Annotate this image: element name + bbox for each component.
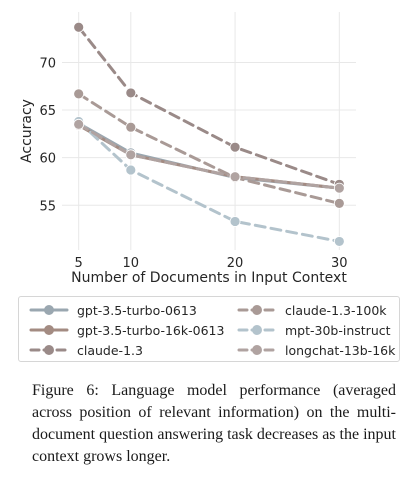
legend-swatch <box>29 305 69 315</box>
legend-swatch <box>237 305 277 315</box>
legend-label: longchat-13b-16k <box>285 342 396 358</box>
legend: gpt-3.5-turbo-0613 claude-1.3-100k gpt-3… <box>18 296 400 362</box>
x-tick-label: 30 <box>331 256 348 271</box>
legend-swatch-marker <box>252 305 262 315</box>
data-point <box>73 21 85 33</box>
legend-swatch-marker <box>44 325 54 335</box>
data-point <box>229 216 241 227</box>
legend-item-claude-1.3: claude-1.3 <box>29 340 143 360</box>
data-point <box>73 88 85 100</box>
data-point <box>125 164 137 176</box>
line-chart: 5 10 20 30 55 60 65 70 Number of Documents in I… <box>19 12 356 286</box>
series-lines <box>73 21 345 247</box>
y-tick-label: 55 <box>39 199 56 214</box>
legend-label: claude-1.3-100k <box>285 302 387 318</box>
series-line <box>77 92 341 205</box>
data-point <box>125 87 137 99</box>
legend-label: gpt-3.5-turbo-0613 <box>77 302 197 318</box>
y-axis-label: Accuracy <box>19 99 35 163</box>
legend-item-gpt-3.5-turbo-16k-0613: gpt-3.5-turbo-16k-0613 <box>29 320 224 340</box>
caption-line: document question answering task decreas… <box>32 426 396 443</box>
data-point <box>229 171 241 183</box>
data-point <box>125 149 137 161</box>
legend-swatch <box>29 345 69 355</box>
figure-caption: Figure 6: Language model performance (av… <box>32 380 396 468</box>
series-line <box>77 25 341 186</box>
legend-swatch <box>237 345 277 355</box>
caption-line: Figure 6: Language model performance (av… <box>32 382 396 399</box>
grid-lines <box>62 12 356 250</box>
series-line <box>77 122 341 190</box>
caption-line: context grows longer. <box>32 448 171 465</box>
y-tick-label: 60 <box>39 152 56 167</box>
legend-swatch <box>29 325 69 335</box>
legend-swatch-marker <box>44 345 54 355</box>
legend-item-longchat-13b-16k: longchat-13b-16k <box>237 340 395 360</box>
legend-label: mpt-30b-instruct <box>285 322 391 338</box>
y-tick-label: 70 <box>39 56 56 71</box>
x-tick-label: 10 <box>123 256 140 271</box>
legend-item-gpt-3.5-turbo-0613: gpt-3.5-turbo-0613 <box>29 300 197 320</box>
legend-label: claude-1.3 <box>77 342 143 358</box>
legend-swatch <box>237 325 277 335</box>
plot-area-background <box>62 12 356 250</box>
data-point <box>73 118 85 130</box>
series-longchat-13b-16k <box>73 118 345 194</box>
data-point <box>333 236 345 247</box>
legend-swatch-marker <box>252 325 262 335</box>
x-tick-label: 20 <box>227 256 244 271</box>
data-point <box>229 141 241 153</box>
x-axis-label: Number of Documents in Input Context <box>71 270 347 286</box>
data-point <box>333 197 345 209</box>
legend-swatch-marker <box>252 345 262 355</box>
legend-item-claude-1.3-100k: claude-1.3-100k <box>237 300 387 320</box>
series-line <box>77 120 341 243</box>
data-point <box>125 121 137 133</box>
tick-labels: 5 10 20 30 55 60 65 70 <box>39 56 347 271</box>
data-point <box>333 182 345 194</box>
legend-item-mpt-30b-instruct: mpt-30b-instruct <box>237 320 391 340</box>
legend-swatch-marker <box>44 305 54 315</box>
y-tick-label: 65 <box>39 104 56 119</box>
legend-label: gpt-3.5-turbo-16k-0613 <box>77 322 225 338</box>
x-tick-label: 5 <box>75 256 83 271</box>
caption-line: across position of relevant information)… <box>32 404 396 421</box>
